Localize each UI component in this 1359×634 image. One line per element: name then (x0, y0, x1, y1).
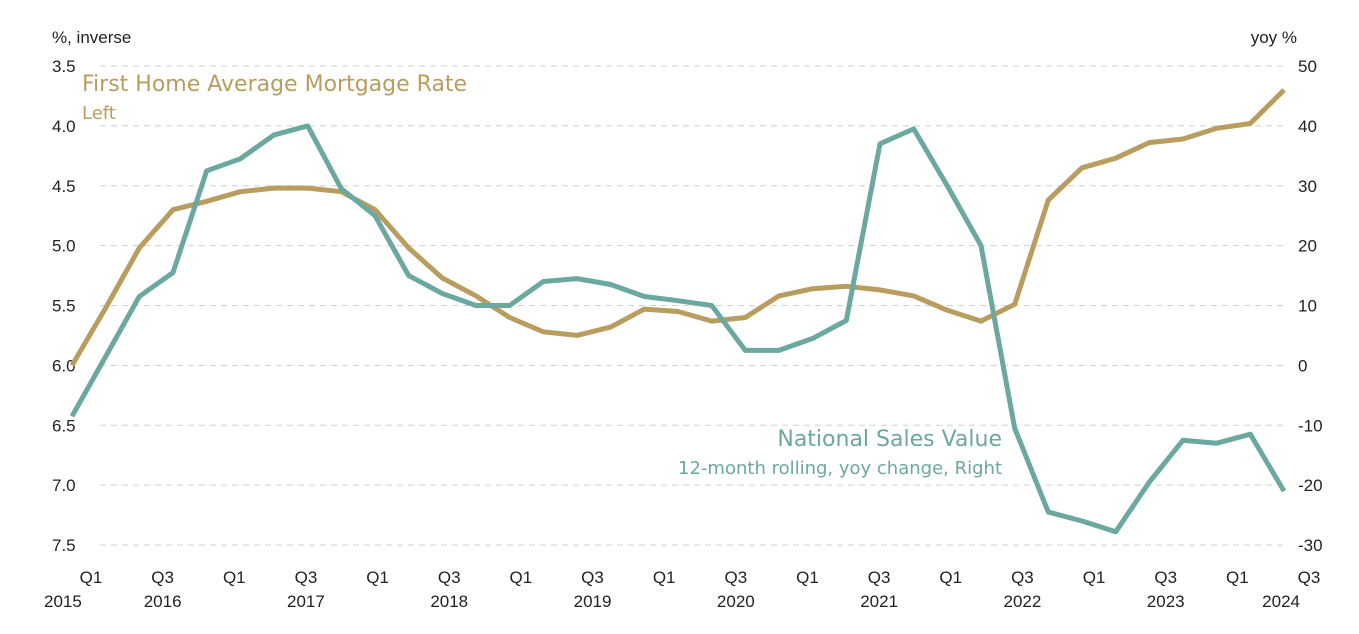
x-axis-quarter-label: Q3 (295, 568, 318, 587)
x-axis-quarter-label: Q3 (868, 568, 891, 587)
x-axis-quarter-label: Q1 (510, 568, 533, 587)
right-axis-tick-label: 0 (1298, 356, 1307, 375)
x-axis-quarter-label: Q1 (939, 568, 962, 587)
x-axis-quarter-label: Q3 (1154, 568, 1177, 587)
left-axis-tick-label: 5.0 (52, 237, 76, 256)
left-axis-tick-label: 3.5 (52, 57, 76, 76)
left-axis-tick-label: 5.5 (52, 297, 76, 316)
x-axis-year-label: 2019 (574, 592, 612, 611)
x-axis-quarter-label: Q1 (223, 568, 246, 587)
x-axis-quarter-label: Q3 (438, 568, 461, 587)
x-axis-quarter-label: Q3 (724, 568, 747, 587)
x-axis-quarter-label: Q1 (1083, 568, 1106, 587)
x-axis-year-label: 2016 (144, 592, 182, 611)
sales-value-legend-subtitle: 12-month rolling, yoy change, Right (678, 458, 1002, 479)
x-axis-quarter-label: Q1 (796, 568, 819, 587)
x-axis-quarter-label: Q1 (366, 568, 389, 587)
right-axis-tick-label: 40 (1298, 117, 1317, 136)
x-axis-quarter-label: Q3 (1011, 568, 1034, 587)
left-axis-unit-label: %, inverse (52, 28, 131, 47)
series-lines (69, 88, 1287, 535)
x-axis-year-label: 2017 (287, 592, 325, 611)
x-axis-ticks: Q1 2015 Q3 2016 Q1 Q3 2017 Q1 Q3 2018 Q1 Q3 2019 Q1 Q3… (44, 568, 1320, 611)
x-axis-quarter-label: Q3 (1298, 568, 1321, 587)
mortgage-rate-legend-title: First Home Average Mortgage Rate (82, 72, 467, 97)
left-axis-ticks: 3.5 4.0 4.5 5.0 5.5 6.0 6.5 7.0 7.5 (52, 57, 76, 555)
mortgage-rate-line (69, 88, 1286, 367)
mortgage-rate-legend-subtitle: Left (82, 103, 116, 124)
x-axis-year-label: 2023 (1147, 592, 1185, 611)
left-axis-tick-label: 7.0 (52, 476, 76, 495)
x-axis-quarter-label: Q1 (653, 568, 676, 587)
x-axis-quarter-label: Q1 (80, 568, 103, 587)
right-axis-tick-label: -20 (1298, 476, 1323, 495)
x-axis-year-label: 2021 (860, 592, 898, 611)
x-axis-quarter-label: Q1 (1226, 568, 1249, 587)
x-axis-year-label: 2015 (44, 592, 82, 611)
sales-value-line (69, 123, 1287, 535)
left-axis-tick-label: 4.0 (52, 117, 76, 136)
left-axis-tick-label: 6.5 (52, 416, 76, 435)
x-axis-year-label: 2020 (717, 592, 755, 611)
right-axis-tick-label: -10 (1298, 416, 1323, 435)
right-axis-unit-label: yoy % (1251, 28, 1297, 47)
right-axis-ticks: 50 40 30 20 10 0 -10 -20 -30 (1298, 57, 1323, 555)
left-axis-tick-label: 4.5 (52, 177, 76, 196)
sales-value-legend-title: National Sales Value (777, 427, 1002, 452)
left-axis-tick-label: 7.5 (52, 536, 76, 555)
right-axis-tick-label: 10 (1298, 297, 1317, 316)
right-axis-tick-label: 30 (1298, 177, 1317, 196)
left-axis-tick-label: 6.0 (52, 356, 76, 375)
x-axis-quarter-label: Q3 (151, 568, 174, 587)
x-axis-year-label: 2018 (430, 592, 468, 611)
x-axis-year-label: 2022 (1003, 592, 1041, 611)
right-axis-tick-label: -30 (1298, 536, 1323, 555)
right-axis-tick-label: 50 (1298, 57, 1317, 76)
x-axis-quarter-label: Q3 (581, 568, 604, 587)
right-axis-tick-label: 20 (1298, 237, 1317, 256)
x-axis-year-label: 2024 (1262, 592, 1300, 611)
